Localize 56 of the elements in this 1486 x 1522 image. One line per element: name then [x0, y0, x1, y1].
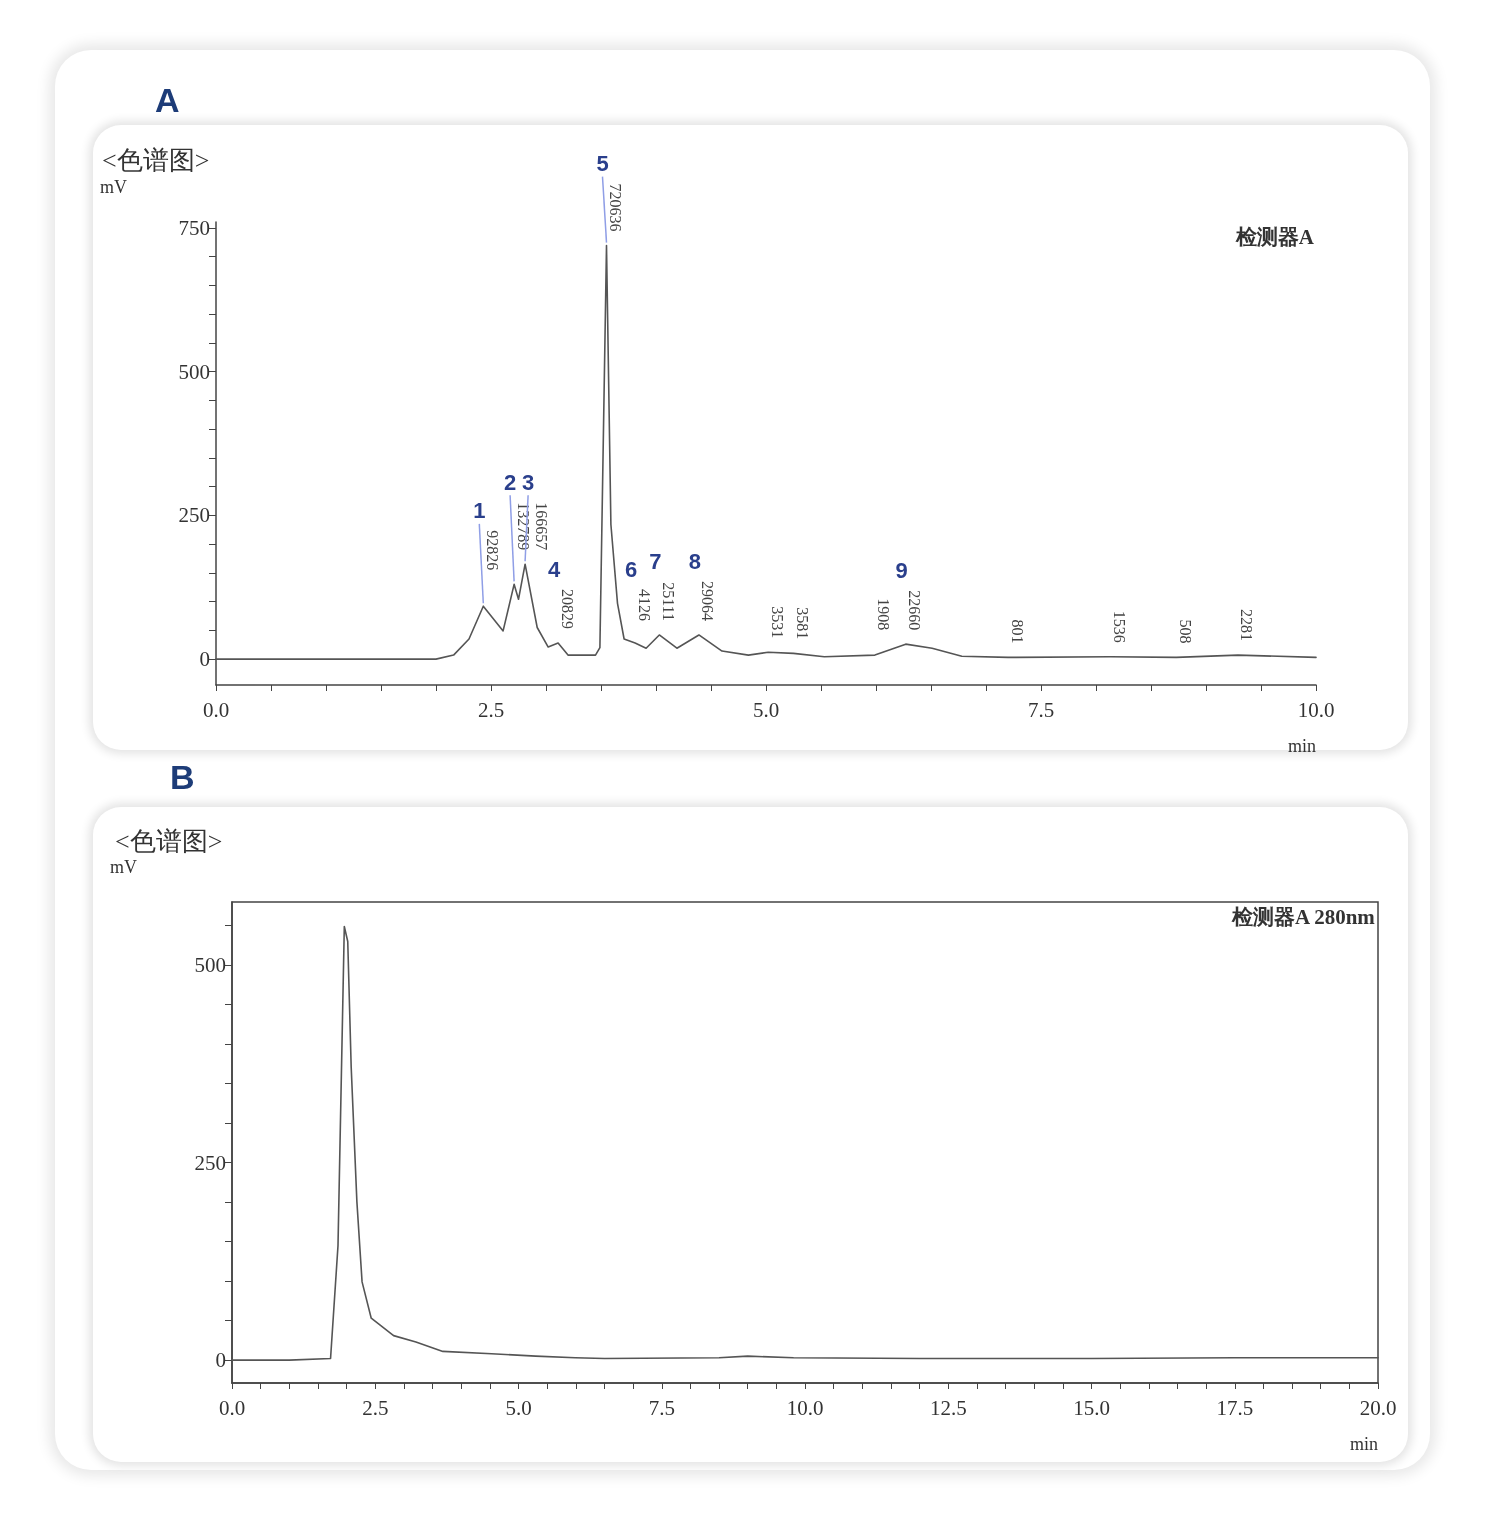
annotation: 5 — [596, 151, 609, 177]
annotation: 92826 — [483, 530, 501, 571]
x-tick-label: 5.0 — [505, 1395, 532, 1420]
annotation: 6 — [624, 557, 638, 583]
annotation: 1536 — [1110, 610, 1128, 643]
line-series — [231, 925, 1379, 1361]
x-axis-title: min — [1288, 736, 1317, 756]
chart-subtitle: <色谱图> — [115, 826, 223, 856]
annotation: 25111 — [659, 582, 677, 621]
annotation: 检测器A — [1234, 224, 1315, 249]
annotation: 3 — [521, 469, 535, 495]
x-tick-label: 7.5 — [1027, 697, 1055, 722]
y-tick-label: 0 — [215, 1348, 226, 1373]
x-tick-label: 10.0 — [786, 1395, 824, 1420]
x-tick-label: 15.0 — [1073, 1395, 1110, 1420]
x-tick-label: 2.5 — [362, 1395, 389, 1420]
y-axis-title: mV — [100, 177, 127, 197]
annotation: 166657 — [532, 502, 550, 551]
annotation: 检测器A 280nm — [1230, 904, 1376, 929]
annotation: 8 — [688, 548, 702, 574]
x-tick-label: 5.0 — [752, 697, 780, 722]
x-tick-label: 0.0 — [202, 697, 230, 722]
x-tick-label: 17.5 — [1216, 1395, 1254, 1420]
y-tick-label: 500 — [194, 953, 226, 978]
x-tick-label: 0.0 — [218, 1395, 246, 1420]
y-tick-label: 250 — [194, 1150, 226, 1175]
annotation: 29064 — [699, 580, 717, 621]
y-tick-label: 0 — [199, 647, 210, 672]
annotation: 3581 — [794, 607, 811, 640]
annotation: 801 — [1008, 619, 1026, 644]
annotation: 9 — [895, 558, 908, 584]
annotation: 2281 — [1238, 609, 1256, 642]
x-axis-title: min — [1350, 1434, 1379, 1454]
annotation: 2 — [503, 469, 517, 495]
x-tick-label: 7.5 — [648, 1395, 675, 1420]
x-tick-label: 10.0 — [1297, 697, 1335, 722]
annotation: 1908 — [875, 598, 893, 631]
annotation: 4 — [547, 557, 561, 583]
annotation: 4126 — [635, 588, 653, 621]
annotation: 7 — [649, 548, 662, 574]
y-axis-title: mV — [110, 857, 137, 877]
chart-title: A — [155, 81, 180, 119]
x-tick-label: 12.5 — [929, 1395, 967, 1420]
y-tick-label: 500 — [178, 359, 210, 384]
chart-title: B — [170, 758, 195, 796]
x-tick-label: 20.0 — [1359, 1395, 1397, 1420]
y-tick-label: 250 — [178, 503, 210, 528]
annotation: 22660 — [906, 590, 924, 631]
chart-subtitle: <色谱图> — [102, 145, 210, 175]
annotation: 720636 — [607, 183, 624, 232]
annotation: 20829 — [558, 589, 576, 630]
annotation: 3531 — [768, 606, 786, 639]
y-tick-label: 750 — [178, 215, 210, 240]
x-tick-label: 2.5 — [477, 697, 505, 722]
annotation: 508 — [1176, 619, 1194, 644]
annotation: 1 — [473, 498, 486, 524]
